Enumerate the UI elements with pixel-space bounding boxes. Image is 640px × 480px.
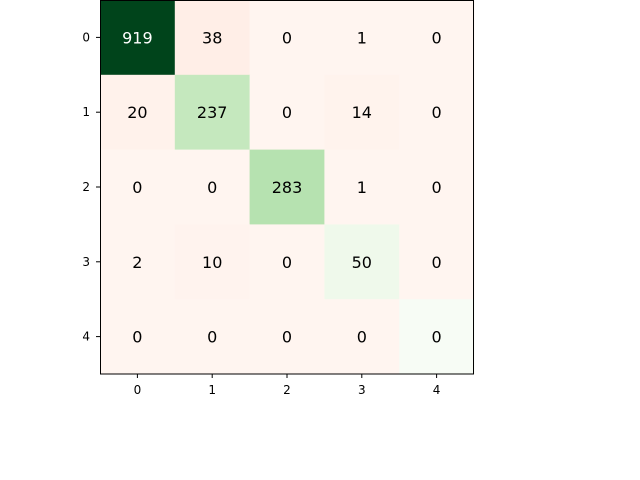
cell-value-r1-c1: 237 (197, 103, 228, 122)
cell-value-r2-c2: 283 (272, 178, 303, 197)
cell-value-r2-c0: 0 (132, 178, 142, 197)
heatmap-cell-r4-c3 (324, 299, 400, 375)
heatmap-cell-r2-c4 (399, 149, 475, 225)
cell-value-r4-c1: 0 (207, 328, 217, 347)
cell-value-r2-c1: 0 (207, 178, 217, 197)
heatmap-cell-r0-c2 (249, 0, 325, 76)
cell-value-r3-c4: 0 (432, 253, 442, 272)
heatmap-cell-r2-c3 (324, 149, 400, 225)
heatmap-cell-r0-c3 (324, 0, 400, 76)
x-tick-label-4: 4 (433, 383, 441, 397)
heatmap-cell-r4-c1 (174, 299, 251, 375)
x-axis-ticks: 0 1 2 3 4 (134, 374, 441, 397)
heatmap-cell-r2-c2 (249, 149, 325, 225)
heatmap-cell-r3-c2 (249, 224, 325, 300)
heatmap-cells (100, 0, 475, 375)
y-tick-label-1: 1 (82, 105, 90, 119)
cell-value-r4-c2: 0 (282, 328, 292, 347)
heatmap-cell-r3-c1 (174, 224, 251, 300)
y-tick-label-2: 2 (82, 180, 90, 194)
x-tick-label-2: 2 (283, 383, 291, 397)
cell-value-r3-c0: 2 (132, 253, 142, 272)
x-tick-label-0: 0 (134, 383, 142, 397)
heatmap-cell-r4-c0 (100, 299, 176, 375)
cell-value-r2-c3: 1 (357, 178, 367, 197)
heatmap-cell-r0-c0 (100, 0, 176, 76)
heatmap-cell-r1-c4 (399, 74, 475, 151)
heatmap-cell-r2-c0 (100, 149, 176, 225)
cell-value-r3-c3: 50 (352, 253, 372, 272)
heatmap-cell-r1-c1 (174, 74, 251, 151)
cell-value-r1-c4: 0 (432, 103, 442, 122)
cell-value-r4-c4: 0 (432, 328, 442, 347)
heatmap-cell-r0-c1 (174, 0, 251, 76)
cell-value-r4-c3: 0 (357, 328, 367, 347)
y-tick-label-3: 3 (82, 255, 90, 269)
cell-value-r0-c0: 919 (122, 28, 153, 47)
cell-value-r3-c1: 10 (202, 253, 222, 272)
heatmap-cell-r3-c4 (399, 224, 475, 300)
heatmap-cell-r3-c0 (100, 224, 176, 300)
heatmap-cell-r4-c4 (399, 299, 475, 375)
heatmap-cell-r1-c3 (324, 74, 400, 151)
cell-value-r0-c1: 38 (202, 28, 222, 47)
x-tick-label-3: 3 (358, 383, 366, 397)
cell-value-r1-c0: 20 (127, 103, 147, 122)
heatmap-cell-r1-c2 (249, 74, 325, 151)
cell-value-r0-c4: 0 (432, 28, 442, 47)
cell-value-r0-c3: 1 (357, 28, 367, 47)
cell-value-r4-c0: 0 (132, 328, 142, 347)
heatmap-cell-r0-c4 (399, 0, 475, 76)
cell-value-labels: 919 38 0 1 020 237 0 14 00 0 283 1 02 10 0 50 00 0 0 0 0 (122, 28, 442, 346)
heatmap-cell-r1-c0 (100, 74, 176, 151)
y-axis-ticks: 0 1 2 3 4 (82, 30, 100, 344)
heatmap-cell-r3-c3 (324, 224, 400, 300)
cell-value-r2-c4: 0 (432, 178, 442, 197)
x-tick-label-1: 1 (208, 383, 216, 397)
heatmap-cell-r4-c2 (249, 299, 325, 375)
cell-value-r1-c3: 14 (352, 103, 372, 122)
heatmap-cell-r2-c1 (174, 149, 251, 225)
y-tick-label-0: 0 (82, 30, 90, 44)
cell-value-r1-c2: 0 (282, 103, 292, 122)
cell-value-r3-c2: 0 (282, 253, 292, 272)
y-tick-label-4: 4 (82, 330, 90, 344)
cell-value-r0-c2: 0 (282, 28, 292, 47)
